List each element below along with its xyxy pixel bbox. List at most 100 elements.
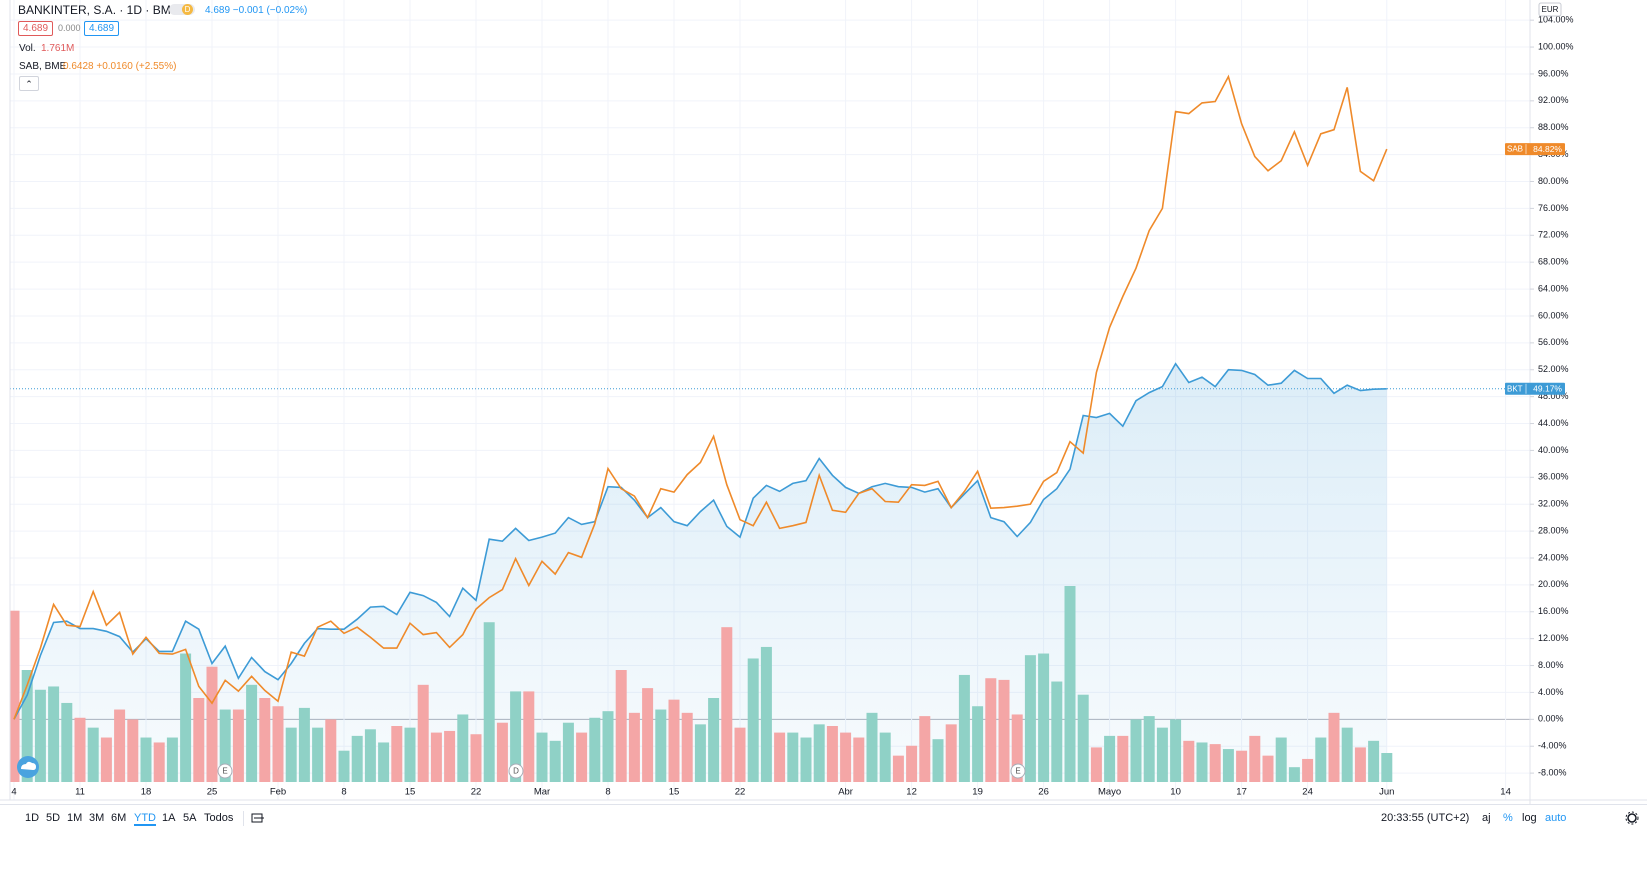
volume-bar: [892, 755, 904, 782]
badge: D: [182, 4, 193, 15]
volume-bar: [391, 726, 403, 782]
volume-bar: [153, 742, 165, 782]
last-value-label: 84.82%: [1533, 144, 1562, 154]
volume-bar: [721, 627, 733, 782]
y-tick-label: 52.00%: [1538, 364, 1569, 374]
volume-name: Vol.: [19, 43, 36, 54]
last-value-badge: [1505, 143, 1565, 156]
y-tick-label: 80.00%: [1538, 176, 1569, 186]
range-button[interactable]: Todos: [204, 812, 234, 824]
event-label: E: [222, 767, 227, 776]
x-tick-label: 26: [1038, 787, 1049, 798]
settings-icon[interactable]: [1625, 811, 1639, 825]
volume-bar: [853, 737, 865, 782]
scale-option[interactable]: auto: [1545, 812, 1567, 824]
range-button[interactable]: 5D: [46, 812, 61, 824]
volume-bar: [1209, 744, 1221, 782]
volume-bar: [206, 666, 218, 782]
volume-bar: [1117, 735, 1129, 782]
volume-bar: [681, 712, 693, 782]
volume-bar: [1275, 737, 1287, 782]
y-tick-label: 36.00%: [1538, 472, 1569, 482]
volume-bar: [232, 709, 244, 782]
x-tick-label: 8: [605, 787, 610, 798]
range-button[interactable]: 6M: [111, 812, 127, 824]
range-button[interactable]: 1M: [67, 812, 83, 824]
volume-bar: [470, 734, 482, 782]
y-tick-label: 88.00%: [1538, 122, 1569, 132]
x-tick-label: Mar: [534, 787, 550, 798]
ask[interactable]: 4.689: [84, 21, 120, 36]
volume-bar: [1328, 712, 1340, 782]
compare-icon[interactable]: [251, 812, 265, 824]
volume-bar: [140, 737, 152, 782]
y-tick-label: 64.00%: [1538, 283, 1569, 293]
event-marker[interactable]: [1010, 763, 1026, 779]
collapse-button[interactable]: ⌃: [19, 76, 39, 91]
volume-bar: [1130, 719, 1142, 782]
volume-bar: [1104, 735, 1116, 782]
y-tick-label: 4.00%: [1538, 687, 1564, 697]
volume-bar: [1064, 586, 1076, 782]
last-value-label: 49.17%: [1533, 384, 1562, 394]
volume-bar: [840, 732, 852, 782]
range-button[interactable]: 3M: [89, 812, 105, 824]
volume-bar: [351, 735, 363, 782]
range-button[interactable]: 1A: [162, 812, 176, 824]
volume-bar: [1051, 681, 1063, 782]
volume-bar: [813, 724, 825, 782]
volume-bar: [325, 719, 337, 782]
range-button[interactable]: 5A: [183, 812, 197, 824]
y-tick-label: 24.00%: [1538, 552, 1569, 562]
scale-option[interactable]: log: [1522, 812, 1537, 824]
volume-bar: [404, 727, 416, 782]
volume-bar: [760, 646, 772, 782]
volume-bar: [1354, 747, 1366, 782]
volume-bar: [298, 707, 310, 782]
series-line: [13, 74, 1388, 720]
range-button[interactable]: 1D: [25, 812, 40, 824]
event-markers: E D E: [217, 763, 1026, 779]
currency-box: [1538, 2, 1562, 17]
x-tick-label: Feb: [270, 787, 286, 798]
volume-bar: [21, 670, 33, 782]
y-tick-label: 8.00%: [1538, 660, 1564, 670]
scale-option[interactable]: %: [1503, 812, 1513, 824]
volume-bar: [932, 739, 944, 782]
volume-bar: [787, 732, 799, 782]
volume-bar: [576, 732, 588, 782]
compare-symbol: SAB, BME: [19, 61, 67, 72]
volume-bar: [985, 678, 997, 782]
y-tick-label: 20.00%: [1538, 579, 1569, 589]
volume-bar: [972, 706, 984, 782]
bid[interactable]: 4.689: [18, 21, 54, 36]
volume-bar: [1196, 742, 1208, 782]
volume-bar: [166, 737, 178, 782]
volume-bar: [61, 702, 73, 782]
volume-value: 1.761M: [41, 43, 75, 54]
volume-bar: [536, 732, 548, 782]
symbol: BANKINTER, S.A. · 1D · BME: [18, 3, 179, 17]
volume-bar: [866, 712, 878, 782]
volume-bar: [444, 730, 456, 782]
volume-bar: [1381, 752, 1393, 782]
toolbar: 1D 5D 1M 3M 6M YTD 1A 5A Todos 20:33:55 (UTC+2) aj…: [0, 804, 1647, 833]
volume-bar: [1024, 655, 1036, 782]
volume-bar: [1302, 758, 1314, 782]
y-tick-label: 0.00%: [1538, 714, 1564, 724]
volume-bar: [114, 709, 126, 782]
volume-bar: [549, 740, 561, 782]
scale-option[interactable]: aj: [1482, 812, 1491, 824]
volume-bar: [246, 684, 258, 782]
y-tick-label: -4.00%: [1538, 741, 1567, 751]
x-tick-label: 18: [141, 787, 152, 798]
event-marker[interactable]: [508, 763, 524, 779]
volume-bar: [1262, 755, 1274, 782]
range-button[interactable]: YTD: [134, 812, 156, 826]
x-tick-label: 17: [1236, 787, 1247, 798]
volume-bar: [10, 610, 20, 782]
x-tick-label: 12: [906, 787, 917, 798]
volume-bar: [285, 727, 297, 782]
volume-bar: [34, 689, 46, 782]
event-marker[interactable]: [217, 763, 233, 779]
